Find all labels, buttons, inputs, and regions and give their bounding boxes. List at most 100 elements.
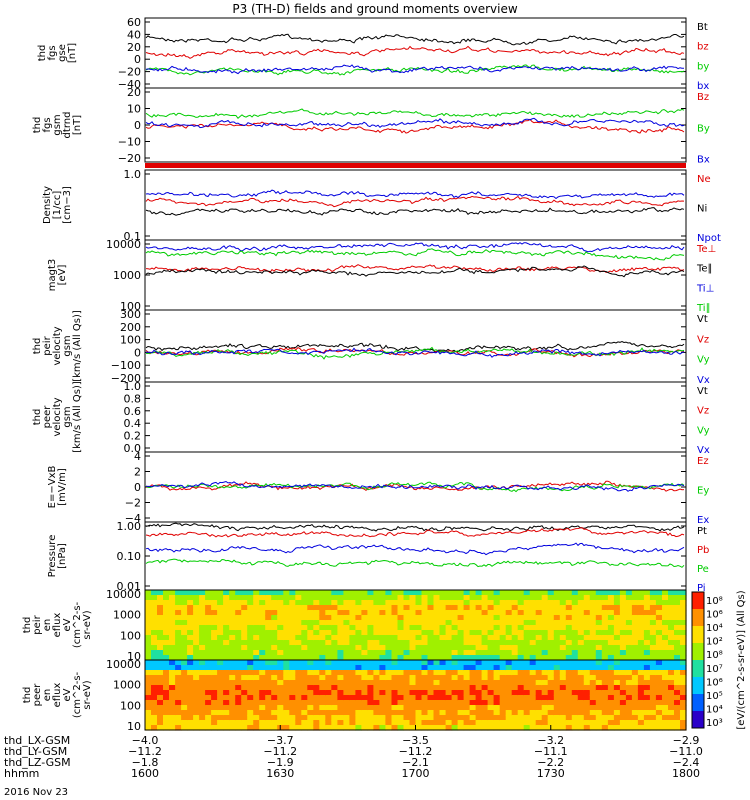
ylabel-line: [nT]: [67, 43, 78, 63]
heatmap-cell: [391, 680, 399, 686]
heatmap-cell: [541, 670, 549, 676]
heatmap-cell: [415, 695, 423, 701]
heatmap-cell: [229, 610, 236, 616]
heatmap-cell: [307, 650, 314, 656]
heatmap-cell: [481, 665, 489, 671]
heatmap-cell: [662, 675, 669, 681]
heatmap-cell: [289, 675, 296, 681]
heatmap-cell: [541, 665, 549, 671]
heatmap-cell: [271, 655, 278, 661]
heatmap-cell: [649, 690, 657, 696]
heatmap-cell: [325, 600, 332, 606]
heatmap-cell: [541, 600, 549, 606]
heatmap-cell: [235, 615, 242, 621]
heatmap-cell: [409, 720, 417, 726]
heatmap-cell: [607, 665, 615, 671]
heatmap-cell: [379, 700, 386, 706]
heatmap-cell: [403, 640, 411, 646]
heatmap-cell: [589, 600, 597, 606]
heatmap-cell: [337, 615, 344, 621]
heatmap-cell: [169, 715, 176, 721]
heatmap-cell: [211, 720, 218, 726]
heatmap-cell: [391, 715, 399, 721]
heatmap-cell: [265, 695, 272, 701]
heatmap-cell: [625, 725, 633, 731]
heatmap-cell: [589, 725, 597, 731]
heatmap-cell: [547, 665, 555, 671]
heatmap-cell: [391, 625, 399, 631]
heatmap-cell: [337, 590, 344, 596]
heatmap-cell: [199, 655, 206, 661]
heatmap-cell: [499, 695, 507, 701]
heatmap-cell: [385, 700, 392, 706]
heatmap-cell: [313, 615, 320, 621]
heatmap-cell: [535, 720, 543, 726]
heatmap-cell: [379, 620, 386, 626]
series-line-Bz: [145, 118, 685, 134]
heatmap-cell: [331, 710, 338, 716]
heatmap-cell: [205, 695, 212, 701]
heatmap-cell: [529, 610, 537, 616]
heatmap-cell: [565, 725, 573, 731]
heatmap-cell: [313, 715, 320, 721]
heatmap-cell: [313, 595, 320, 601]
heatmap-cell: [649, 675, 657, 681]
heatmap-cell: [367, 665, 374, 671]
heatmap-cell: [535, 665, 543, 671]
legend-Vx: Vx: [697, 375, 710, 386]
heatmap-cell: [193, 715, 200, 721]
heatmap-cell: [529, 725, 537, 731]
heatmap-cell: [547, 645, 555, 651]
heatmap-cell: [157, 640, 164, 646]
heatmap-cell: [325, 615, 332, 621]
heatmap-cell: [655, 655, 663, 661]
heatmap-cell: [625, 610, 633, 616]
heatmap-cell: [349, 695, 356, 701]
heatmap-cell: [169, 600, 176, 606]
heatmap-cell: [151, 595, 158, 601]
heatmap-cell: [523, 695, 531, 701]
heatmap-cell: [469, 610, 477, 616]
heatmap-cell: [211, 615, 218, 621]
heatmap-cell: [193, 600, 200, 606]
heatmap-cell: [433, 670, 441, 676]
heatmap-cell: [163, 635, 170, 641]
heatmap-cell: [175, 695, 182, 701]
heatmap-cell: [517, 600, 525, 606]
panel-frame: [144, 87, 687, 163]
heatmap-cell: [145, 620, 152, 626]
heatmap-cell: [295, 610, 302, 616]
heatmap-cell: [662, 590, 669, 596]
y-tick-label: −40: [118, 78, 141, 91]
heatmap-cell: [674, 620, 681, 626]
heatmap-cell: [583, 605, 591, 611]
heatmap-cell: [229, 600, 236, 606]
legend-Npot: Npot: [697, 233, 721, 244]
heatmap-cell: [475, 595, 483, 601]
heatmap-cell: [535, 655, 543, 661]
heatmap-cell: [259, 725, 266, 731]
heatmap-cell: [547, 590, 555, 596]
heatmap-cell: [601, 725, 609, 731]
heatmap-cell: [511, 685, 519, 691]
heatmap-cell: [307, 690, 314, 696]
heatmap-cell: [283, 660, 290, 666]
heatmap-cell: [289, 710, 296, 716]
heatmap-cell: [583, 655, 591, 661]
heatmap-cell: [445, 595, 453, 601]
heatmap-cell: [175, 590, 182, 596]
heatmap-cell: [553, 635, 561, 641]
heatmap-cell: [361, 630, 368, 636]
heatmap-cell: [409, 655, 417, 661]
heatmap-cell: [439, 635, 447, 641]
heatmap-cell: [637, 725, 645, 731]
heatmap-cell: [151, 670, 158, 676]
x-row-value: −1.9: [267, 756, 294, 769]
heatmap-cell: [205, 685, 212, 691]
heatmap-cell: [319, 715, 326, 721]
heatmap-cell: [487, 595, 495, 601]
heatmap-cell: [619, 705, 627, 711]
heatmap-cell: [403, 645, 411, 651]
heatmap-cell: [541, 690, 549, 696]
heatmap-cell: [427, 695, 435, 701]
